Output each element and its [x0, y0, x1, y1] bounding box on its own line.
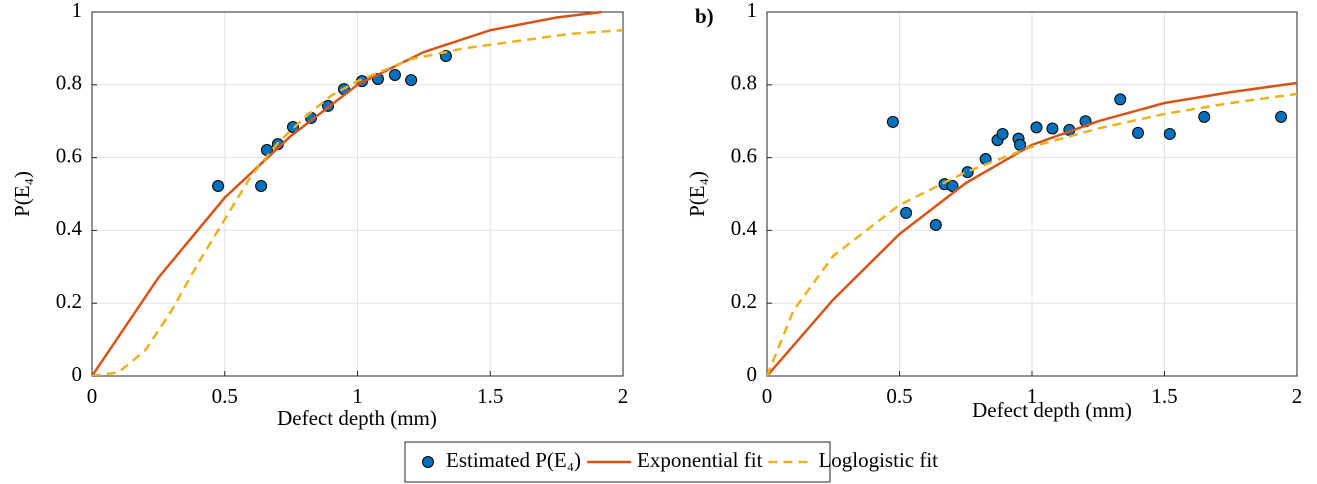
x-tick-label: 1 — [1027, 384, 1038, 408]
y-tick-label: 0.8 — [731, 71, 757, 95]
x-tick-label: 1.5 — [477, 384, 503, 408]
data-point — [1132, 126, 1144, 139]
fit-line — [767, 81, 1297, 376]
legend-label: Exponential fit — [637, 448, 763, 472]
data-point — [388, 68, 401, 81]
y-tick-label: 0.4 — [56, 216, 83, 240]
x-tick-label: 0.5 — [886, 384, 912, 408]
data-point — [212, 179, 225, 192]
y-tick-label: 0.6 — [56, 143, 82, 167]
data-point — [405, 74, 418, 87]
y-tick-label: 1 — [747, 0, 758, 22]
data-point — [1163, 127, 1176, 140]
fit-line — [767, 92, 1297, 376]
y-axis-label: P(E₄) — [685, 171, 709, 217]
y-tick-label: 0 — [747, 362, 758, 386]
data-point — [996, 127, 1009, 140]
legend-label: Loglogistic fit — [818, 448, 938, 472]
data-point — [900, 206, 913, 219]
x-axis-label: Defect depth (mm) — [972, 398, 1132, 422]
fit-line — [92, 28, 623, 376]
x-tick-label: 0 — [87, 384, 98, 408]
data-point — [1275, 110, 1288, 123]
y-tick-label: 0.4 — [731, 216, 758, 240]
axes-box — [766, 11, 1298, 377]
y-tick-label: 0 — [72, 362, 83, 386]
x-tick-label: 0.5 — [212, 384, 238, 408]
y-tick-label: 0.6 — [731, 143, 757, 167]
x-axis-label: Defect depth (mm) — [277, 406, 437, 430]
data-point — [886, 115, 899, 128]
data-point — [1046, 122, 1059, 135]
data-point — [255, 179, 268, 192]
legend-marker — [422, 456, 434, 468]
x-tick-label: 1.5 — [1151, 384, 1177, 408]
x-tick-label: 0 — [762, 384, 773, 408]
x-tick-label: 2 — [1292, 384, 1303, 408]
legend-label: Estimated P(E₄) — [446, 448, 581, 472]
data-point — [1114, 93, 1127, 106]
y-tick-label: 0.2 — [56, 289, 82, 313]
y-tick-label: 0.2 — [731, 289, 757, 313]
axes-box — [91, 11, 624, 377]
data-point — [929, 218, 942, 231]
x-tick-label: 1 — [352, 384, 363, 408]
data-point — [946, 179, 959, 192]
panel-label: b) — [695, 4, 714, 28]
data-point — [1030, 121, 1043, 134]
y-tick-label: 1 — [72, 0, 83, 22]
y-axis-label: P(E₄) — [10, 171, 34, 217]
fit-line — [92, 10, 602, 376]
data-point — [1198, 110, 1211, 123]
y-tick-label: 0.8 — [56, 71, 82, 95]
x-tick-label: 2 — [618, 384, 629, 408]
